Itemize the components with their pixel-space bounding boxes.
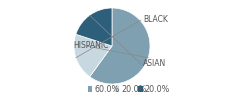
Text: 20.0%: 20.0%: [144, 84, 170, 94]
Text: BLACK: BLACK: [143, 16, 168, 24]
FancyBboxPatch shape: [88, 86, 92, 92]
Text: ASIAN: ASIAN: [143, 60, 166, 68]
Wedge shape: [90, 8, 150, 84]
Text: HISPANIC: HISPANIC: [73, 42, 108, 50]
FancyBboxPatch shape: [115, 86, 120, 92]
Wedge shape: [76, 8, 112, 46]
Text: 60.0%: 60.0%: [95, 84, 120, 94]
Text: 20.0%: 20.0%: [121, 84, 147, 94]
Wedge shape: [74, 34, 112, 77]
FancyBboxPatch shape: [138, 86, 143, 92]
